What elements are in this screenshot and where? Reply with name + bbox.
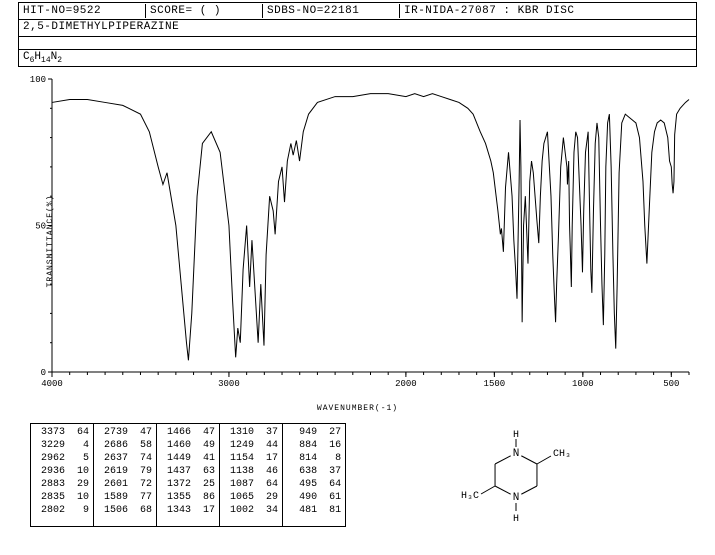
peak-row: 2619 79 bbox=[98, 465, 152, 478]
svg-text:N: N bbox=[513, 492, 520, 504]
svg-text:3000: 3000 bbox=[218, 379, 240, 389]
peak-row: 1065 29 bbox=[224, 491, 278, 504]
svg-text:500: 500 bbox=[663, 379, 679, 389]
bottom-area: 3373 64 3229 4 2962 5 2936 10 2883 29 28… bbox=[30, 423, 697, 527]
peak-row: 1002 34 bbox=[224, 504, 278, 517]
peak-row: 814 8 bbox=[287, 452, 341, 465]
svg-text:1000: 1000 bbox=[572, 379, 594, 389]
peak-row: 3229 4 bbox=[35, 439, 89, 452]
page-container: HIT-NO=9522 SCORE= ( ) SDBS-NO=22181 IR-… bbox=[0, 2, 715, 555]
peak-row: 2802 9 bbox=[35, 504, 89, 517]
peak-column: 2739 47 2686 58 2637 74 2619 79 2601 72 … bbox=[93, 423, 156, 527]
svg-text:4000: 4000 bbox=[41, 379, 63, 389]
peak-row: 1138 46 bbox=[224, 465, 278, 478]
spacer-row bbox=[18, 37, 697, 49]
svg-text:H₃C: H₃C bbox=[461, 491, 479, 502]
peak-row: 3373 64 bbox=[35, 426, 89, 439]
peak-column: 1466 47 1460 49 1449 41 1437 63 1372 25 … bbox=[156, 423, 219, 527]
chart-area: TRANSMITTANCE(%) 05010040003000200015001… bbox=[18, 71, 697, 411]
peak-row: 1154 17 bbox=[224, 452, 278, 465]
hit-no-cell: HIT-NO=9522 bbox=[19, 4, 146, 18]
peak-column: 949 27 884 16 814 8 638 37 495 64 490 61… bbox=[282, 423, 346, 527]
peak-row: 2962 5 bbox=[35, 452, 89, 465]
peak-row: 1372 25 bbox=[161, 478, 215, 491]
peak-row: 884 16 bbox=[287, 439, 341, 452]
peak-row: 2883 29 bbox=[35, 478, 89, 491]
formula-row: C6H14N2 bbox=[18, 49, 697, 67]
peak-row: 481 81 bbox=[287, 504, 341, 517]
svg-text:2000: 2000 bbox=[395, 379, 417, 389]
header-row: HIT-NO=9522 SCORE= ( ) SDBS-NO=22181 IR-… bbox=[18, 2, 697, 20]
peak-row: 2835 10 bbox=[35, 491, 89, 504]
peak-column: 3373 64 3229 4 2962 5 2936 10 2883 29 28… bbox=[30, 423, 93, 527]
peak-row: 2739 47 bbox=[98, 426, 152, 439]
peak-row: 638 37 bbox=[287, 465, 341, 478]
peak-column: 1310 37 1249 44 1154 17 1138 46 1087 64 … bbox=[219, 423, 282, 527]
peak-row: 1449 41 bbox=[161, 452, 215, 465]
molecular-structure: NNHHCH₃H₃C bbox=[446, 423, 586, 527]
peak-row: 1310 37 bbox=[224, 426, 278, 439]
peak-tables: 3373 64 3229 4 2962 5 2936 10 2883 29 28… bbox=[30, 423, 346, 527]
svg-text:CH₃: CH₃ bbox=[553, 449, 571, 460]
peak-row: 1087 64 bbox=[224, 478, 278, 491]
peak-row: 2936 10 bbox=[35, 465, 89, 478]
svg-text:1500: 1500 bbox=[484, 379, 506, 389]
peak-row: 490 61 bbox=[287, 491, 341, 504]
svg-text:N: N bbox=[513, 448, 520, 460]
peak-row: 1437 63 bbox=[161, 465, 215, 478]
peak-row: 1506 68 bbox=[98, 504, 152, 517]
sdbs-no-cell: SDBS-NO=22181 bbox=[263, 4, 400, 18]
peak-row: 1589 77 bbox=[98, 491, 152, 504]
x-axis-label: WAVENUMBER(-1) bbox=[317, 404, 398, 413]
peak-row: 1355 86 bbox=[161, 491, 215, 504]
ir-info-cell: IR-NIDA-27087 : KBR DISC bbox=[400, 4, 696, 18]
peak-row: 2601 72 bbox=[98, 478, 152, 491]
svg-text:H: H bbox=[513, 514, 519, 523]
ir-spectrum-chart: 0 50 100 4000 3000 2000 1500 1000 500 bbox=[30, 71, 695, 396]
compound-name-row: 2,5-DIMETHYLPIPERAZINE bbox=[18, 20, 697, 37]
svg-text:50: 50 bbox=[35, 222, 46, 232]
peak-row: 1343 17 bbox=[161, 504, 215, 517]
peak-row: 949 27 bbox=[287, 426, 341, 439]
svg-text:100: 100 bbox=[30, 75, 46, 85]
peak-row: 1460 49 bbox=[161, 439, 215, 452]
peak-row: 2637 74 bbox=[98, 452, 152, 465]
score-cell: SCORE= ( ) bbox=[146, 4, 263, 18]
svg-text:H: H bbox=[513, 430, 519, 441]
peak-row: 495 64 bbox=[287, 478, 341, 491]
peak-row: 2686 58 bbox=[98, 439, 152, 452]
peak-row: 1466 47 bbox=[161, 426, 215, 439]
peak-row: 1249 44 bbox=[224, 439, 278, 452]
svg-text:0: 0 bbox=[41, 368, 46, 378]
